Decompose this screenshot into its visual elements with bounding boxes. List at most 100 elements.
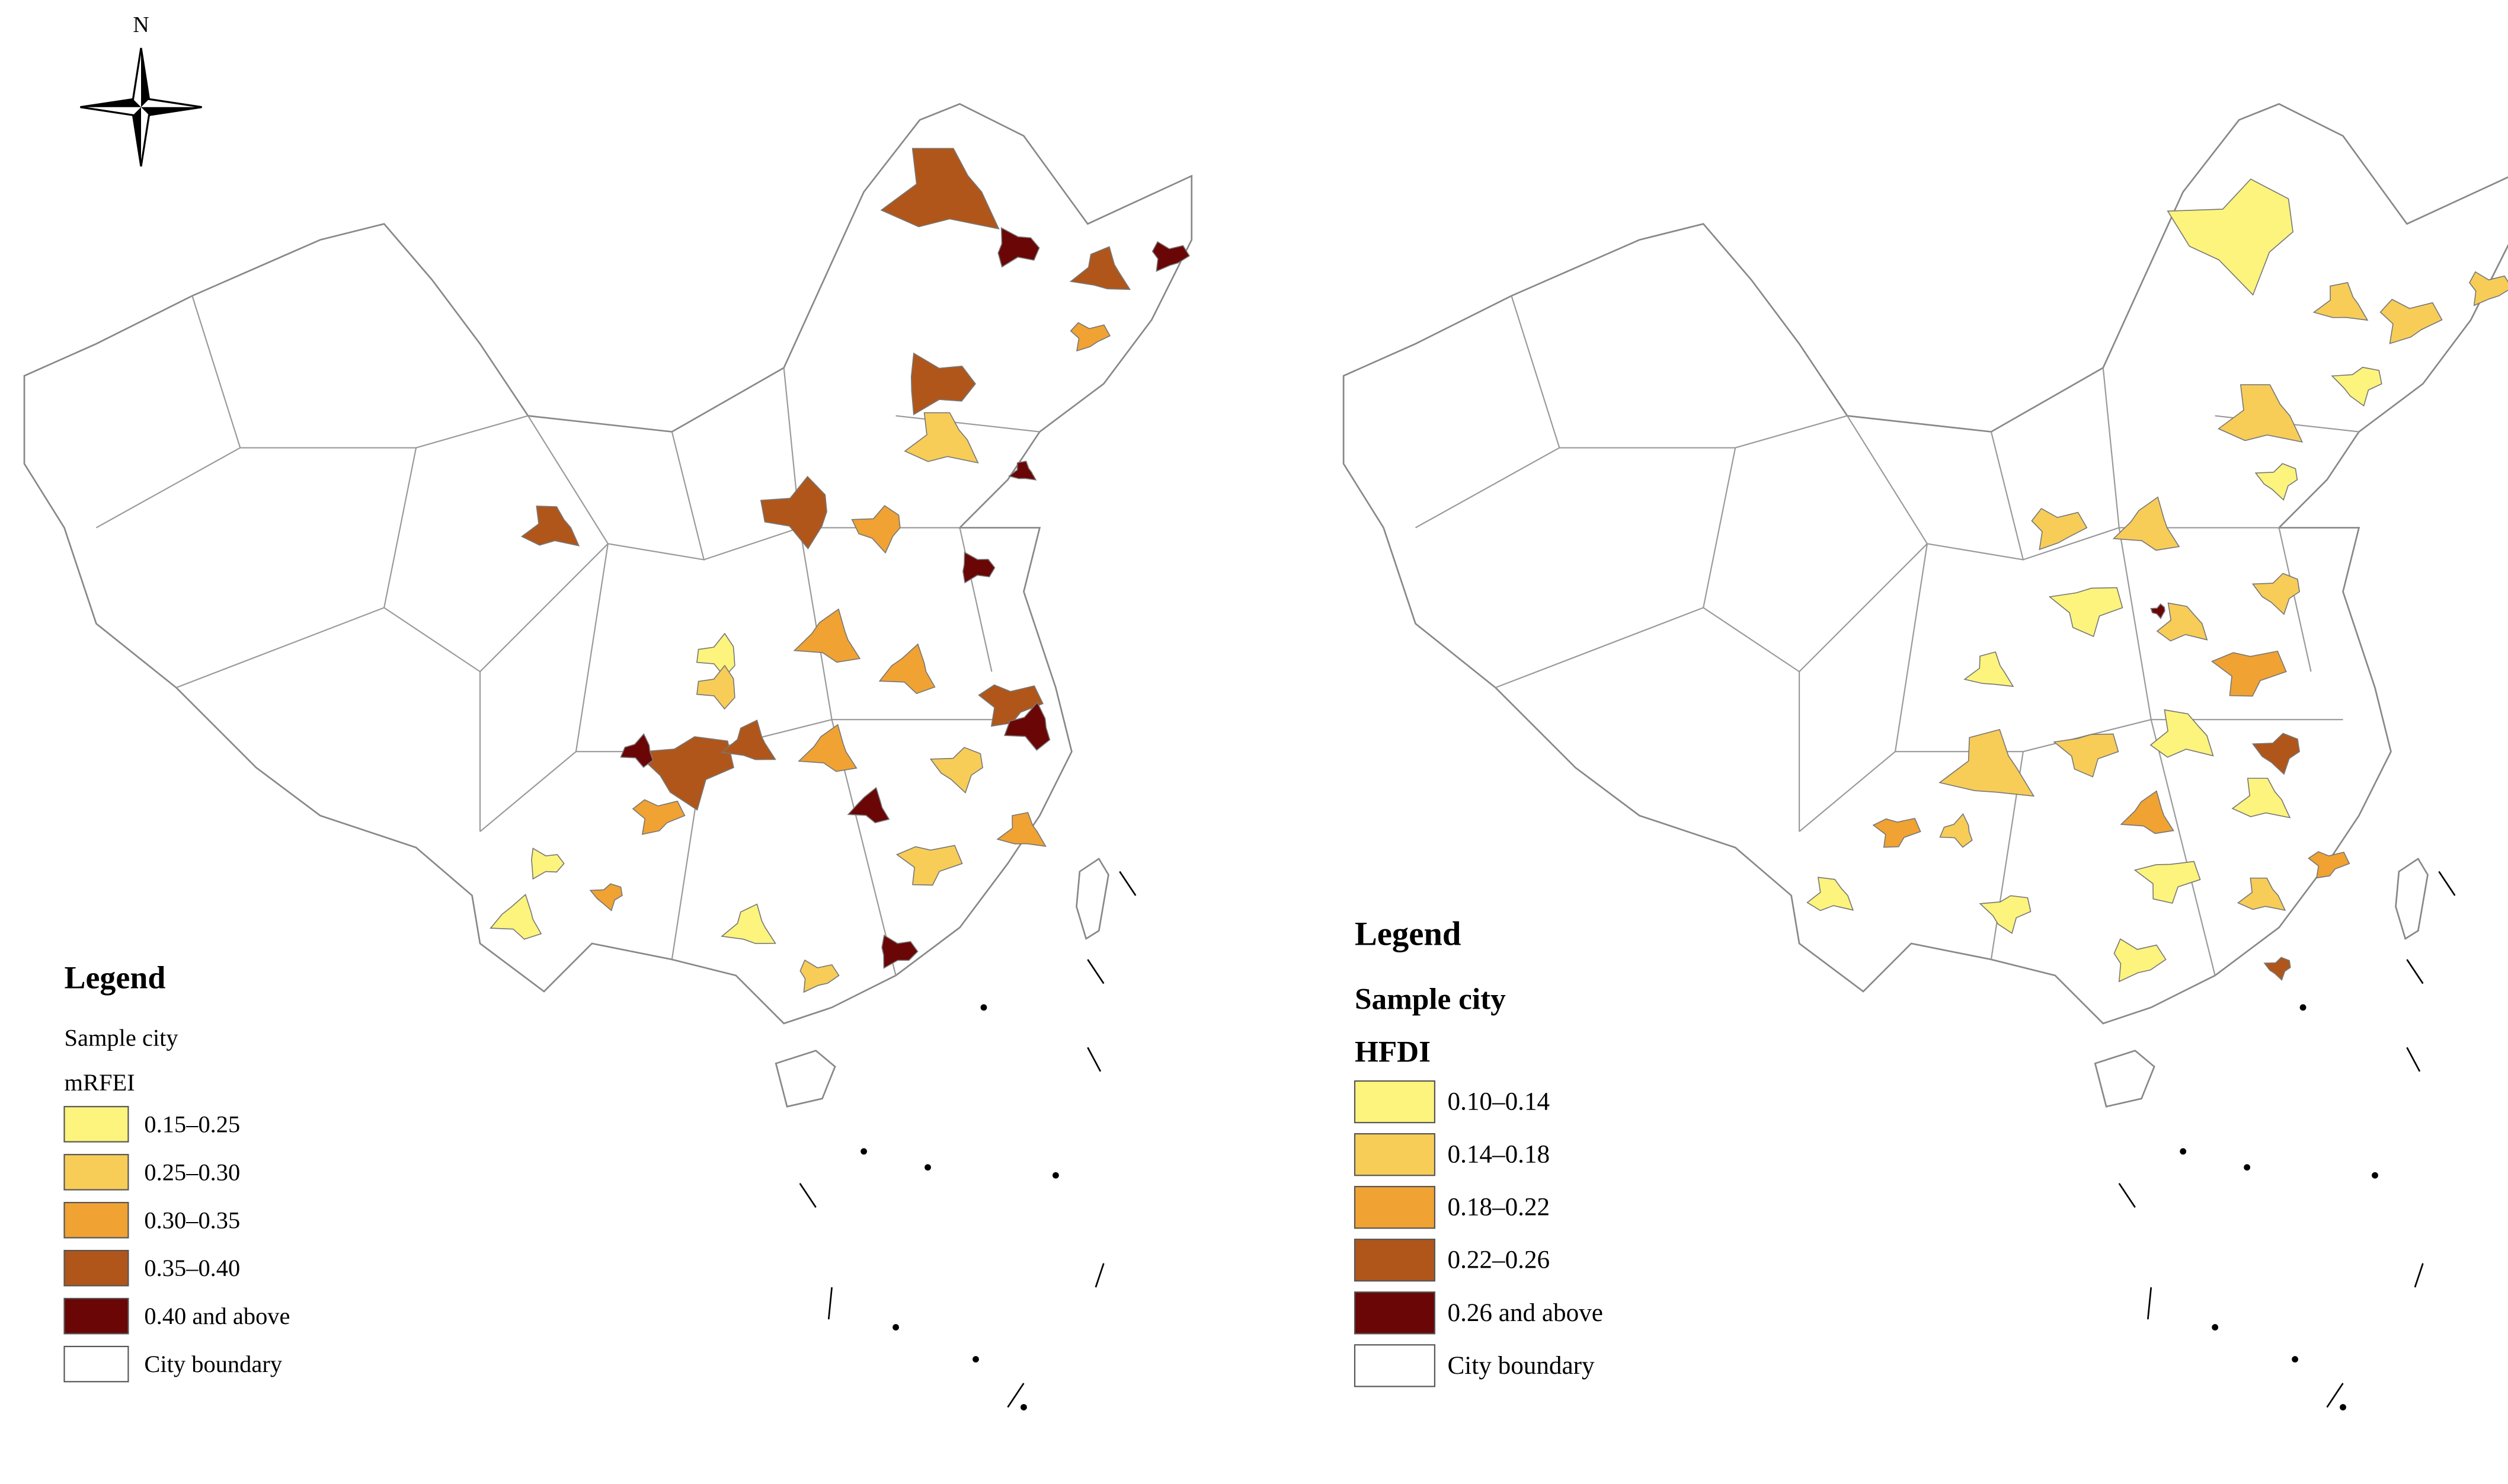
legend-title: Legend bbox=[1355, 916, 1461, 953]
legend-label: 0.25–0.30 bbox=[144, 1159, 240, 1185]
city-region bbox=[2053, 733, 2119, 778]
city-region bbox=[632, 799, 686, 835]
city-region bbox=[996, 812, 1047, 847]
island bbox=[924, 1164, 931, 1171]
city-region bbox=[1008, 460, 1037, 481]
city-region bbox=[1003, 701, 1051, 751]
island bbox=[2212, 1324, 2219, 1331]
city-region bbox=[847, 786, 890, 824]
city-region bbox=[878, 643, 936, 695]
city-region bbox=[2308, 851, 2350, 879]
city-region bbox=[620, 733, 654, 768]
legend-swatch bbox=[1354, 1291, 1435, 1335]
city-region bbox=[851, 505, 901, 554]
city-boundary-line bbox=[959, 527, 993, 672]
nine-dash-line bbox=[799, 1182, 817, 1208]
city-region bbox=[1938, 728, 2035, 797]
map-hfdi bbox=[1342, 103, 2508, 1411]
city-region bbox=[1070, 322, 1111, 352]
city-region bbox=[1939, 813, 1973, 848]
legend-label: City boundary bbox=[144, 1351, 282, 1377]
hainan bbox=[775, 1050, 836, 1108]
legend-label: 0.10–0.14 bbox=[1447, 1088, 1550, 1116]
island bbox=[892, 1324, 899, 1331]
nine-dash-line bbox=[1007, 1383, 1025, 1408]
city-region bbox=[2263, 957, 2291, 981]
city-region bbox=[2468, 271, 2508, 306]
city-region bbox=[2251, 733, 2301, 775]
island bbox=[2244, 1164, 2251, 1171]
legend-swatch bbox=[63, 1345, 129, 1383]
legend-label: 0.22–0.26 bbox=[1447, 1246, 1550, 1274]
country-outline bbox=[23, 103, 1193, 1025]
island bbox=[1021, 1404, 1027, 1411]
city-region bbox=[799, 959, 840, 993]
island bbox=[2340, 1404, 2346, 1411]
nine-dash-line bbox=[2146, 1287, 2152, 1320]
nine-dash-line bbox=[1087, 1047, 1102, 1072]
city-region bbox=[1979, 895, 2032, 934]
city-region bbox=[978, 684, 1044, 727]
city-region bbox=[962, 551, 996, 584]
city-region bbox=[721, 903, 776, 944]
city-region bbox=[2312, 282, 2369, 321]
legend-label: 0.15–0.25 bbox=[144, 1111, 240, 1137]
city-region bbox=[490, 893, 542, 940]
map-mrfei bbox=[23, 103, 1193, 1411]
city-region bbox=[929, 747, 983, 794]
city-boundary-line bbox=[895, 415, 1040, 433]
city-region bbox=[2156, 602, 2208, 642]
legend-label: 0.26 and above bbox=[1447, 1299, 1602, 1327]
city-region bbox=[881, 934, 919, 969]
city-region bbox=[2167, 178, 2293, 296]
nine-dash-line bbox=[2406, 1047, 2421, 1072]
city-region bbox=[721, 719, 776, 760]
city-region bbox=[2218, 384, 2304, 443]
legend-label: 0.30–0.35 bbox=[144, 1207, 240, 1233]
legend-swatch bbox=[63, 1202, 129, 1239]
legend-swatch bbox=[1354, 1133, 1435, 1176]
legend-label: 0.18–0.22 bbox=[1447, 1194, 1550, 1221]
city-region bbox=[1151, 241, 1191, 272]
legend-label: 0.35–0.40 bbox=[144, 1255, 240, 1281]
island bbox=[2372, 1172, 2378, 1179]
nine-dash-line bbox=[2118, 1182, 2136, 1208]
city-region bbox=[1963, 651, 2014, 687]
city-region bbox=[2150, 603, 2165, 619]
city-region bbox=[2251, 573, 2301, 615]
legend-label: 0.14–0.18 bbox=[1447, 1141, 1550, 1169]
city-region bbox=[520, 506, 580, 547]
legend-swatch bbox=[1354, 1239, 1435, 1282]
legend-subtitle: Sample city bbox=[64, 1025, 178, 1051]
city-region bbox=[2113, 938, 2167, 983]
city-region bbox=[2112, 496, 2180, 551]
city-region bbox=[793, 608, 861, 663]
city-region bbox=[2331, 366, 2382, 407]
nine-dash-line bbox=[2438, 871, 2456, 896]
city-region bbox=[1806, 877, 1854, 911]
legend-title: Legend bbox=[64, 960, 165, 996]
legend: Legend Sample city HFDI 0.10–0.14 0.14–0.18 0… bbox=[1354, 916, 1603, 1387]
city-region bbox=[2237, 877, 2286, 911]
legend-label: 0.40 and above bbox=[144, 1303, 290, 1329]
island bbox=[2299, 1004, 2307, 1011]
legend-swatch bbox=[63, 1154, 129, 1191]
city-region bbox=[2031, 508, 2088, 551]
nine-dash-line bbox=[1087, 959, 1105, 984]
country-outline bbox=[1342, 103, 2508, 1025]
taiwan bbox=[2395, 858, 2429, 940]
taiwan bbox=[1076, 858, 1109, 940]
legend-swatch bbox=[1354, 1344, 1435, 1387]
north-arrow: N bbox=[80, 12, 202, 167]
city-region bbox=[2048, 587, 2123, 638]
city-region bbox=[760, 475, 827, 550]
city-region bbox=[798, 724, 858, 772]
island bbox=[1053, 1172, 1059, 1179]
island bbox=[860, 1148, 868, 1155]
city-boundary-line bbox=[1415, 295, 1560, 529]
city-region bbox=[696, 664, 735, 710]
legend-swatch bbox=[1354, 1186, 1435, 1229]
island bbox=[973, 1356, 979, 1363]
island bbox=[980, 1004, 987, 1011]
